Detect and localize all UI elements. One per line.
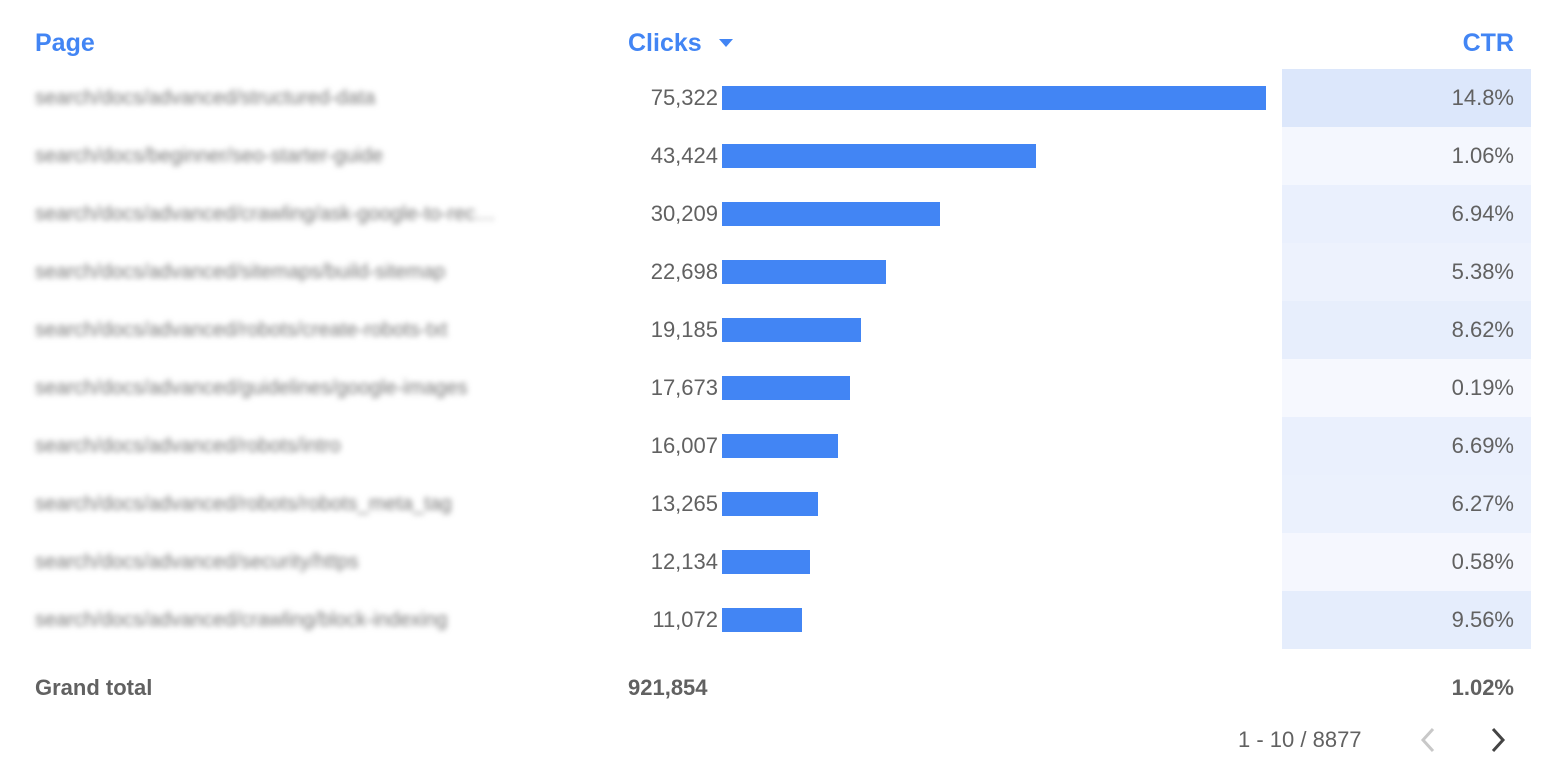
clicks-header[interactable]: Clicks	[628, 29, 702, 57]
total-ctr: 1.02%	[1451, 675, 1514, 700]
ctr-heat-cell	[1282, 475, 1531, 533]
next-page[interactable]	[1486, 726, 1510, 754]
clicks-value: 16,007	[650, 433, 718, 458]
ctr-header[interactable]: CTR	[1462, 29, 1514, 57]
page-cell: search/docs/advanced/structured-data	[35, 87, 376, 109]
clicks-bar	[722, 318, 861, 342]
clicks-bar	[722, 144, 1036, 168]
ctr-value: 8.62%	[1451, 317, 1514, 342]
clicks-bar	[722, 260, 886, 284]
clicks-value: 22,698	[650, 259, 718, 284]
clicks-bar	[722, 434, 838, 458]
page-cell: search/docs/advanced/crawling/block-inde…	[35, 609, 448, 631]
ctr-heat-cell	[1282, 69, 1531, 127]
ctr-heat-cell	[1282, 243, 1531, 301]
ctr-value: 6.27%	[1451, 491, 1514, 516]
page-cell: search/docs/advanced/guidelines/google-i…	[35, 377, 468, 399]
page-cell: search/docs/advanced/robots/create-robot…	[35, 319, 448, 341]
ctr-value: 6.94%	[1451, 201, 1514, 226]
sort-arrow[interactable]	[718, 38, 734, 48]
clicks-value: 12,134	[650, 549, 718, 574]
ctr-value: 1.06%	[1451, 143, 1514, 168]
clicks-value: 17,673	[650, 375, 718, 400]
clicks-bar	[722, 202, 941, 226]
total-clicks: 921,854	[628, 675, 708, 700]
page-header[interactable]: Page	[35, 29, 95, 57]
clicks-value: 11,072	[652, 607, 718, 632]
clicks-bar	[722, 608, 802, 632]
clicks-bar	[722, 492, 818, 516]
clicks-bar	[722, 86, 1266, 110]
ctr-heat-cell	[1282, 533, 1531, 591]
clicks-bar	[722, 550, 810, 574]
ctr-heat-cell	[1282, 359, 1531, 417]
ctr-value: 0.58%	[1451, 549, 1514, 574]
ctr-value: 14.8%	[1451, 85, 1514, 110]
total-label: Grand total	[35, 675, 153, 700]
clicks-bar	[722, 376, 850, 400]
ctr-value: 6.69%	[1451, 433, 1514, 458]
ctr-heat-cell	[1282, 185, 1531, 243]
page-cell: search/docs/advanced/robots/intro	[35, 435, 341, 457]
clicks-value: 13,265	[650, 491, 718, 516]
prev-page[interactable]	[1416, 726, 1440, 754]
clicks-value: 43,424	[650, 143, 718, 168]
ctr-value: 9.56%	[1451, 607, 1514, 632]
ctr-heat-cell	[1282, 127, 1531, 185]
ctr-value: 0.19%	[1451, 375, 1514, 400]
clicks-value: 75,322	[650, 85, 718, 110]
pagination-range: 1 - 10 / 8877	[1238, 727, 1362, 752]
ctr-heat-cell	[1282, 301, 1531, 359]
page-cell: search/docs/advanced/crawling/ask-google…	[35, 203, 496, 225]
ctr-heat-cell	[1282, 417, 1531, 475]
page-cell: search/docs/advanced/robots/robots_meta_…	[35, 493, 452, 515]
ctr-heat-cell	[1282, 591, 1531, 649]
clicks-value: 30,209	[650, 201, 718, 226]
page-cell: search/docs/advanced/security/https	[35, 551, 359, 573]
clicks-value: 19,185	[650, 317, 718, 342]
ctr-value: 5.38%	[1451, 259, 1514, 284]
page-cell: search/docs/advanced/sitemaps/build-site…	[35, 261, 446, 283]
page-cell: search/docs/beginner/seo-starter-guide	[35, 145, 383, 167]
